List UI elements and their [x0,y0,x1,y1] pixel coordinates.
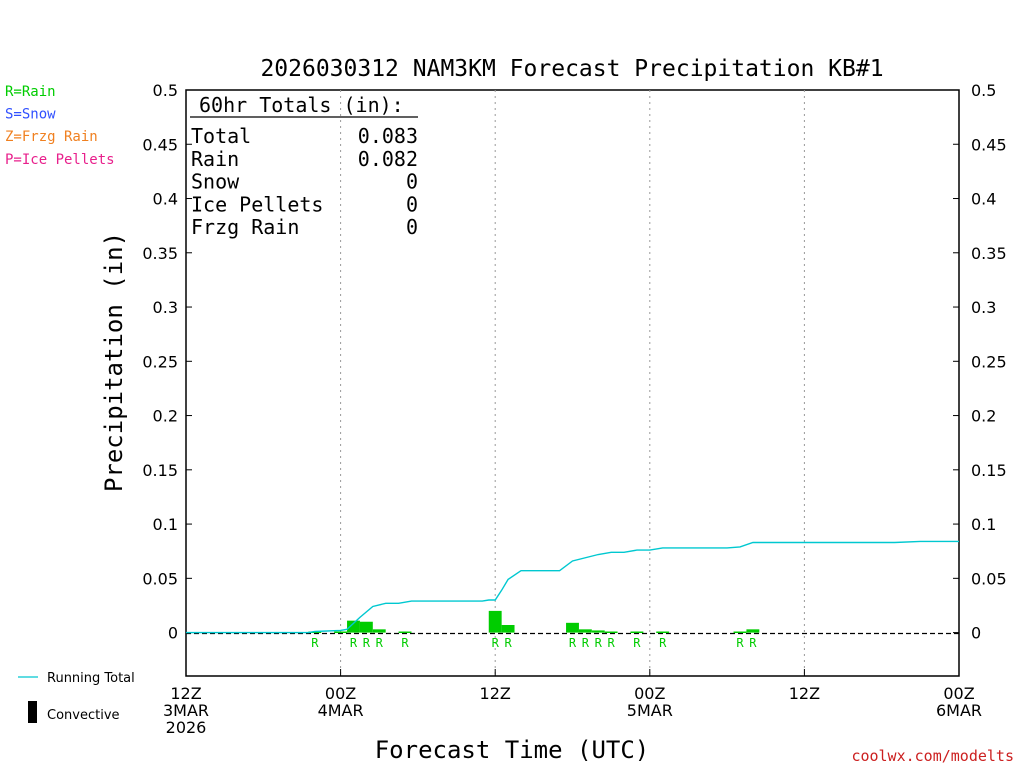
ptype-code: R [736,636,744,650]
precip-bar [501,624,515,633]
ptype-code: R [504,636,512,650]
x-tick-label: 3MAR [163,701,209,720]
y-tick-label-right: 0.2 [971,407,996,426]
precip-bar [578,629,592,633]
ptype-legend-item: S=Snow [5,107,56,123]
y-tick-label-right: 0.5 [971,81,996,100]
y-tick-label-left: 0.25 [142,352,178,371]
totals-label: Total [191,124,251,148]
ptype-code: R [492,636,500,650]
precip-bar [746,629,760,633]
totals-label: Frzg Rain [191,215,299,239]
y-tick-label-right: 0.15 [971,461,1007,480]
precip-bar [398,631,412,634]
ptype-code: R [749,636,757,650]
ptype-legend-item: Z=Frzg Rain [5,129,98,145]
y-tick-label-right: 0.45 [971,135,1007,154]
running-total-line [186,540,959,634]
y-tick-label-left: 0.2 [153,407,178,426]
ptype-code: R [376,636,384,650]
totals-value: 0.083 [358,124,418,148]
ptype-code: R [633,636,641,650]
y-tick-label-left: 0.1 [153,515,178,534]
ptype-legend-item: P=Ice Pellets [5,152,115,168]
x-tick-label: 6MAR [936,701,982,720]
plot-frame [185,89,960,677]
totals-value: 0.082 [358,147,418,171]
y-tick-label-left: 0.45 [142,135,178,154]
precip-bar [488,610,502,633]
precip-bar [347,620,360,633]
totals-value: 0 [406,215,418,239]
precip-bar [591,630,605,633]
ptype-code: R [582,636,590,650]
x-tick-label: 00Z [634,684,665,703]
ptype-code: R [401,636,409,650]
x-tick-label: 12Z [170,684,201,703]
precip-bar [630,631,644,634]
precip-bar [334,631,348,634]
x-tick-label: 5MAR [627,701,673,720]
chart-title: 2026030312 NAM3KM Forecast Precipitation… [260,56,883,82]
y-tick-label-left: 0.4 [153,190,178,209]
running-total-legend-label: Running Total [47,671,135,686]
totals-value: 0 [406,192,418,216]
totals-heading: 60hr Totals (in): [199,93,404,117]
ptype-code: R [311,636,319,650]
y-tick-label-right: 0.3 [971,298,996,317]
totals-label: Rain [191,147,239,171]
precip-bar [733,631,747,634]
y-tick-label-left: 0 [168,624,178,643]
x-tick-label: 12Z [789,684,820,703]
totals-label: Ice Pellets [191,192,323,216]
credit-text: coolwx.com/modelts [851,747,1014,765]
precip-bar [566,622,579,633]
y-axis-title: Precipitation (in) [100,232,128,492]
y-tick-label-left: 0.05 [142,569,178,588]
precip-bar [308,631,322,634]
x-axis-title: Forecast Time (UTC) [375,736,650,764]
ptype-code: R [659,636,667,650]
running-total-series [186,540,959,634]
totals-box: 60hr Totals (in): Total 0.083 Rain 0.082 Sno… [190,93,418,239]
hourly-precip-bars [308,610,760,634]
series-legend: Running Total Convective [18,671,135,723]
convective-legend-swatch [28,701,37,723]
x-tick-label: 2026 [166,718,207,737]
precip-bar [604,631,618,634]
totals-label: Snow [191,170,240,194]
ptype-code: R [608,636,616,650]
ptype-code: R [350,636,358,650]
ptype-code: R [363,636,371,650]
time-gridlines [340,90,805,676]
y-tick-label-left: 0.35 [142,244,178,263]
y-tick-label-right: 0.35 [971,244,1007,263]
x-tick-label: 00Z [325,684,356,703]
y-tick-label-right: 0.25 [971,352,1007,371]
y-tick-label-left: 0.3 [153,298,178,317]
convective-legend-label: Convective [47,708,120,723]
precip-bar [372,629,386,633]
y-tick-label-right: 0.4 [971,190,996,209]
y-tick-label-left: 0.15 [142,461,178,480]
x-tick-label: 4MAR [318,701,364,720]
y-tick-label-right: 0.05 [971,569,1007,588]
y-tick-label-right: 0 [971,624,981,643]
x-tick-label: 12Z [480,684,511,703]
precip-bar [359,621,373,633]
ptype-legend-item: R=Rain [5,84,56,100]
y-axis-ticks: 0 00.05 0.050.1 0.10.15 0.150.2 0.20.25 0.250.… [142,81,1006,643]
y-tick-label-left: 0.5 [153,81,178,100]
ptype-code: R [569,636,577,650]
ptype-code: R [595,636,603,650]
totals-value: 0 [406,170,418,194]
precip-bar [656,631,670,634]
y-tick-label-right: 0.1 [971,515,996,534]
x-tick-label: 00Z [943,684,974,703]
ptype-legend: R=Rain S=Snow Z=Frzg Rain P=Ice Pellets [5,84,115,168]
